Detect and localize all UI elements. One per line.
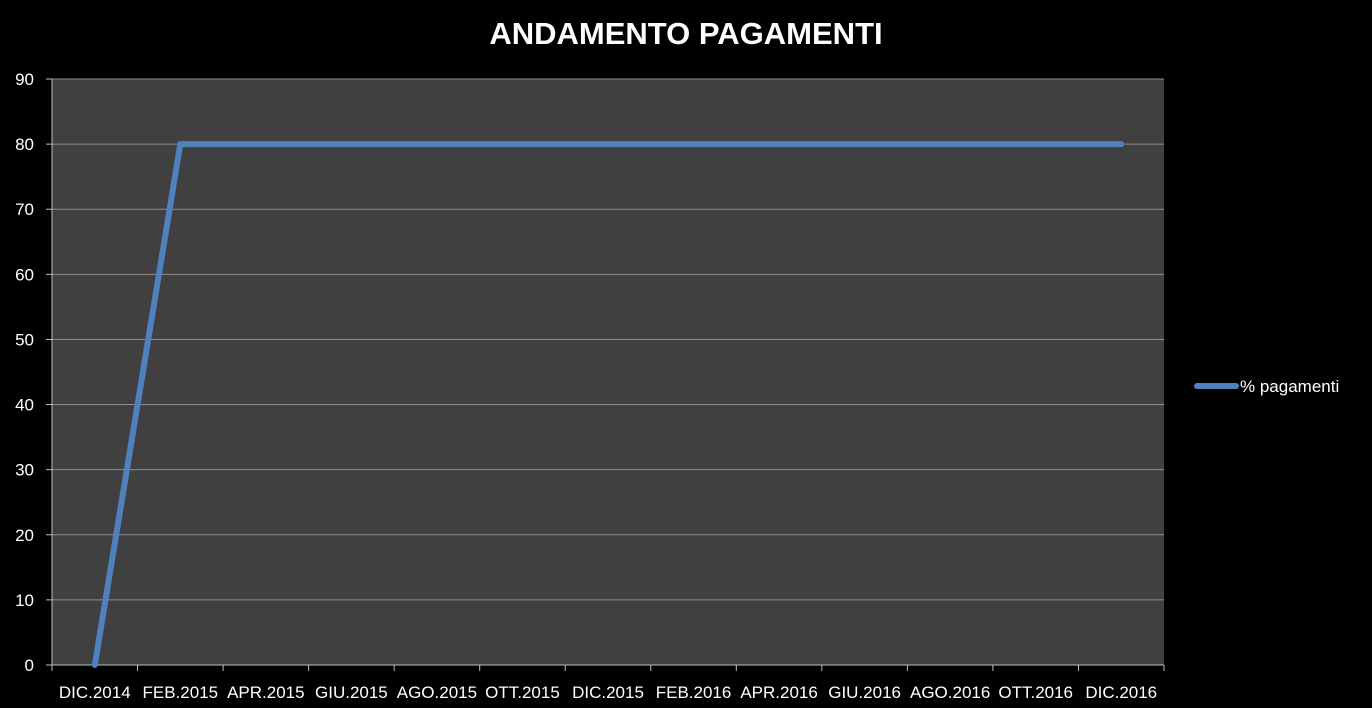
x-tick-label: APR.2016 [740, 683, 818, 702]
y-tick-label: 40 [15, 396, 34, 415]
y-tick-label: 30 [15, 461, 34, 480]
y-tick-label: 90 [15, 70, 34, 89]
legend: % pagamenti [1194, 377, 1339, 396]
x-tick-label: FEB.2016 [656, 683, 732, 702]
y-tick-label: 10 [15, 591, 34, 610]
y-tick-label: 80 [15, 135, 34, 154]
x-tick-label: DIC.2014 [59, 683, 131, 702]
y-tick-label: 50 [15, 330, 34, 349]
plot-area: 0 10 20 30 40 50 60 70 80 90 DIC.2014 FEB.2015 APR.2… [15, 70, 1165, 702]
x-tick-label: APR.2015 [227, 683, 305, 702]
plot-background [52, 79, 1164, 665]
legend-label: % pagamenti [1240, 377, 1339, 396]
x-tick-label: OTT.2015 [485, 683, 560, 702]
x-tick-label: GIU.2015 [315, 683, 388, 702]
y-tick-label: 20 [15, 526, 34, 545]
x-tick-label: AGO.2015 [397, 683, 477, 702]
y-tick-label: 60 [15, 265, 34, 284]
x-tick-label: OTT.2016 [998, 683, 1073, 702]
x-tick-label: AGO.2016 [910, 683, 990, 702]
x-tick-label: DIC.2015 [572, 683, 644, 702]
chart-title: ANDAMENTO PAGAMENTI [489, 16, 882, 51]
x-tick-label: GIU.2016 [828, 683, 901, 702]
x-tick-label: FEB.2015 [143, 683, 219, 702]
x-tick-label: DIC.2016 [1085, 683, 1157, 702]
y-tick-label: 0 [25, 656, 34, 675]
y-tick-label: 70 [15, 200, 34, 219]
